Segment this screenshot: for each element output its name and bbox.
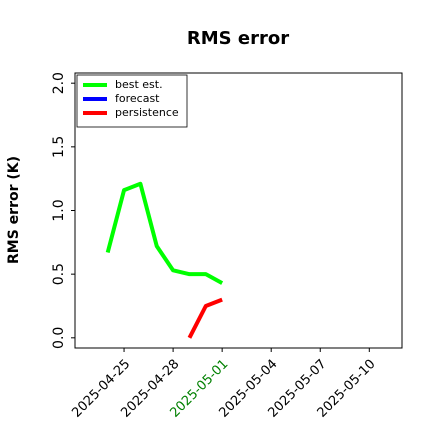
y-axis-label: RMS error (K) — [6, 156, 22, 264]
legend-label: persistence — [115, 106, 179, 119]
y-tick-label: 0.0 — [51, 327, 67, 349]
y-tick-label: 0.5 — [51, 263, 67, 285]
y-tick-label: 1.5 — [51, 136, 67, 158]
series-line — [187, 297, 223, 339]
legend-label: best est. — [115, 78, 163, 91]
series-line — [105, 181, 224, 285]
legend-label: forecast — [115, 92, 160, 105]
y-tick-label: 2.0 — [51, 72, 67, 94]
chart-title: RMS error — [187, 28, 289, 49]
y-tick-label: 1.0 — [51, 199, 67, 221]
